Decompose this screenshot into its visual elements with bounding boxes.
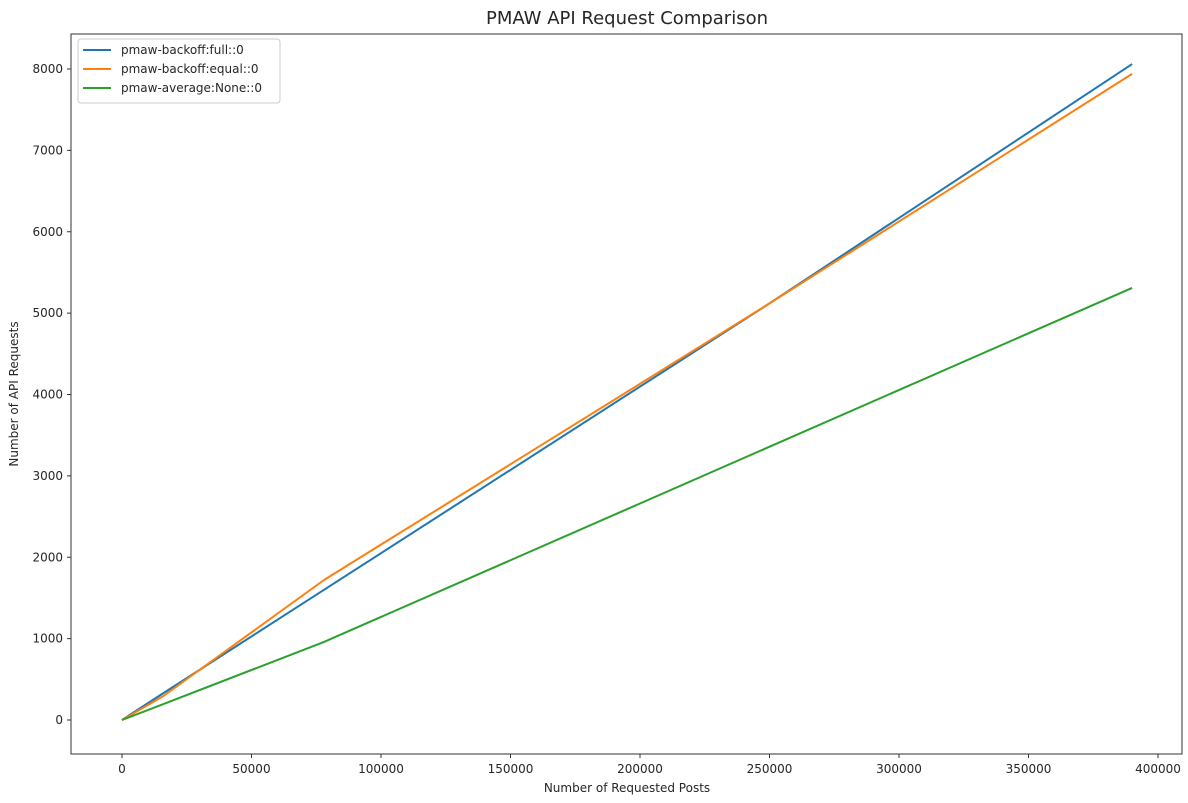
series-line: [121, 73, 1133, 721]
y-tick-label: 5000: [32, 306, 63, 320]
legend: pmaw-backoff:full::0pmaw-backoff:equal::…: [77, 38, 281, 104]
legend-box: [77, 38, 281, 104]
y-tick-label: 7000: [32, 143, 63, 157]
series-lines: [121, 63, 1133, 721]
y-axis: 0 1000 2000 3000 4000 5000 6000 7000 8000: [32, 62, 71, 727]
legend-label: pmaw-backoff:full::0: [121, 43, 244, 57]
x-tick-label: 400000: [1135, 762, 1181, 776]
y-tick-label: 2000: [32, 550, 63, 564]
x-tick-label: 250000: [747, 762, 793, 776]
x-tick-label: 200000: [617, 762, 663, 776]
y-tick-label: 0: [55, 713, 63, 727]
series-line: [121, 286, 1133, 721]
x-axis-label: Number of Requested Posts: [544, 781, 710, 795]
y-axis-label: Number of API Requests: [7, 321, 21, 466]
legend-label: pmaw-average:None::0: [121, 81, 262, 95]
chart-title: PMAW API Request Comparison: [486, 8, 768, 29]
series-line: [121, 63, 1133, 721]
y-tick-label: 6000: [32, 225, 63, 239]
x-tick-label: 300000: [876, 762, 922, 776]
x-tick-label: 100000: [358, 762, 404, 776]
x-axis: 0 50000 100000 150000 200000 250000 300000 3500…: [118, 754, 1181, 776]
y-tick-label: 3000: [32, 469, 63, 483]
x-tick-label: 50000: [232, 762, 270, 776]
y-tick-label: 4000: [32, 388, 63, 402]
y-tick-label: 8000: [32, 62, 63, 76]
legend-label: pmaw-backoff:equal::0: [121, 62, 259, 76]
x-tick-label: 350000: [1006, 762, 1052, 776]
y-tick-label: 1000: [32, 632, 63, 646]
x-tick-label: 0: [118, 762, 126, 776]
x-tick-label: 150000: [488, 762, 534, 776]
